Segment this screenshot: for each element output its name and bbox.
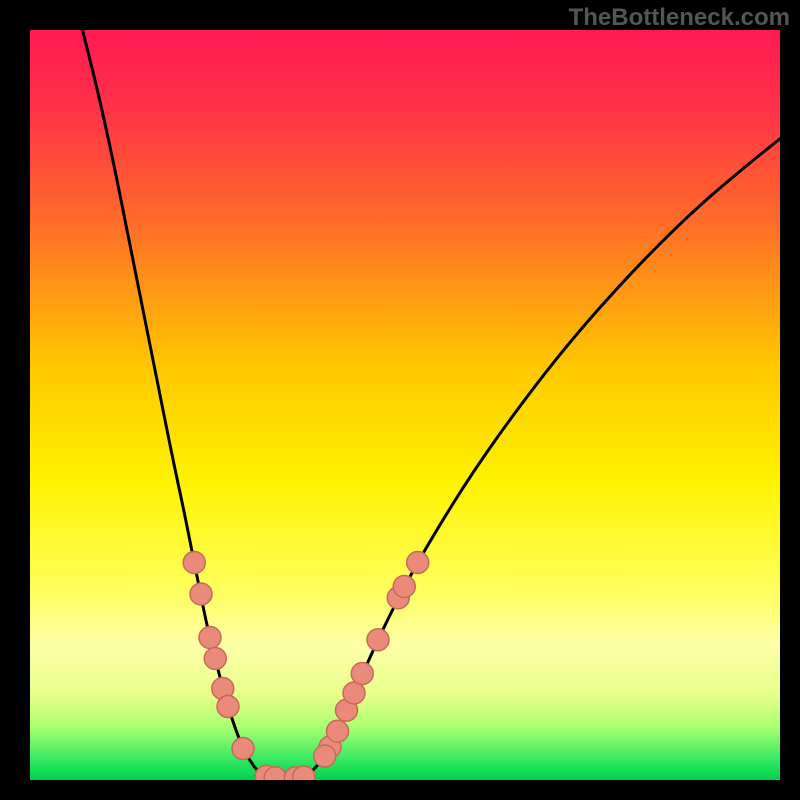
plot-area [30, 30, 780, 780]
watermark-text: TheBottleneck.com [569, 4, 790, 32]
bottleneck-chart [30, 30, 780, 780]
